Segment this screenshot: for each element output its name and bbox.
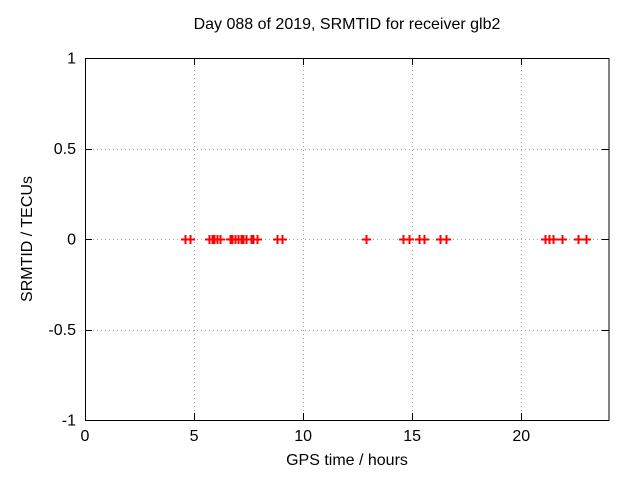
y-tick-label: -1: [62, 413, 76, 430]
y-tick-label: 0.5: [54, 141, 76, 158]
x-tick-label: 5: [190, 428, 199, 445]
data-points-srmtid: [181, 235, 591, 244]
tick-labels: 0 5 10 15 20 -1 -0.5 0 0.5 1: [48, 51, 530, 446]
x-tick-label: 10: [294, 428, 312, 445]
chart-title: Day 088 of 2019, SRMTID for receiver glb…: [193, 16, 501, 33]
x-axis-label: GPS time / hours: [286, 452, 408, 469]
plot-border: [85, 58, 610, 421]
x-tick-label: 15: [403, 428, 421, 445]
y-axis-label: SRMTID / TECUs: [19, 176, 36, 302]
x-tick-label: 20: [512, 428, 530, 445]
y-tick-label: 0: [67, 232, 76, 249]
y-tick-label: 1: [67, 51, 76, 68]
tick-marks: [85, 58, 609, 421]
y-tick-label: -0.5: [48, 322, 76, 339]
grid-lines: [85, 58, 609, 420]
x-tick-label: 0: [81, 428, 90, 445]
